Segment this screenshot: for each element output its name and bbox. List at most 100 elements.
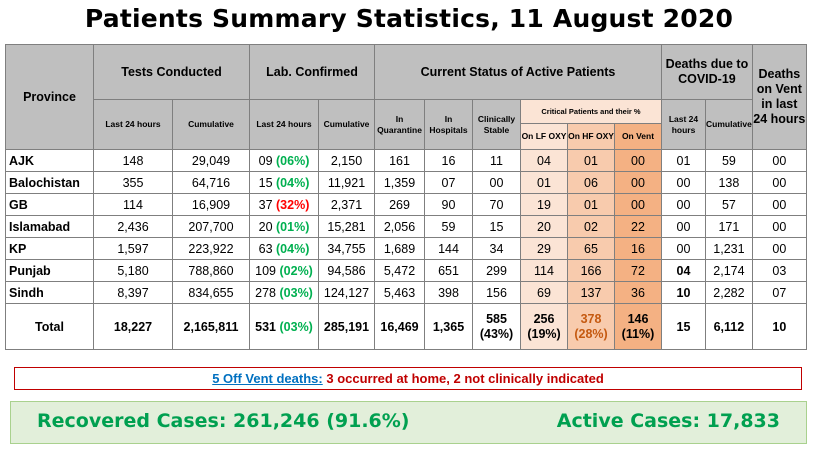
deaths-last24-cell: 00 [661, 193, 706, 216]
total-quarantine: 16,469 [374, 303, 425, 350]
header-row-3: On LF OXY On HF OXY On Vent [6, 123, 807, 150]
vent-deaths-cell: 00 [751, 149, 807, 172]
deaths-cumulative-cell: 2,174 [705, 259, 753, 282]
lab-confirmed-header: Lab. Confirmed [249, 44, 375, 100]
lab-last24-cell: 20 (01%) [249, 215, 319, 238]
quarantine-cell: 161 [374, 149, 425, 172]
province-name: AJK [5, 149, 94, 172]
tests-cumulative-cell: 16,909 [172, 193, 250, 216]
hf-oxy-cell: 137 [567, 281, 615, 304]
lf-oxy-cell: 04 [520, 149, 568, 172]
total-lab-last24: 531 (03%) [249, 303, 319, 350]
hospitals-cell: 90 [424, 193, 473, 216]
lab-cumulative-cell: 2,150 [318, 149, 375, 172]
active-status-header: Current Status of Active Patients [374, 44, 662, 100]
table-row: Balochistan 355 64,716 15 (04%) 11,921 1… [5, 171, 807, 194]
header-row-2: Last 24 hours Cumulative Last 24 hours C… [6, 99, 807, 150]
deaths-cumulative-header: Cumulative [705, 99, 753, 150]
total-on-vent: 146 (11%) [614, 303, 662, 350]
stable-cell: 11 [472, 149, 521, 172]
vent-deaths-cell: 00 [751, 237, 807, 260]
total-deaths-cumulative: 6,112 [705, 303, 753, 350]
on-vent-cell: 00 [614, 193, 662, 216]
active-cases: Active Cases: 17,833 [556, 410, 780, 432]
province-name: Sindh [5, 281, 94, 304]
deaths-cumulative-cell: 2,282 [705, 281, 753, 304]
tests-cumulative-cell: 788,860 [172, 259, 250, 282]
province-name: Islamabad [5, 215, 94, 238]
deaths-last24-cell: 00 [661, 215, 706, 238]
on-vent-cell: 00 [614, 149, 662, 172]
lab-cumulative-cell: 34,755 [318, 237, 375, 260]
on-vent-header: On Vent [614, 123, 662, 150]
quarantine-cell: 1,359 [374, 171, 425, 194]
deaths-last24-cell: 00 [661, 237, 706, 260]
table-row: Punjab 5,180 788,860 109 (02%) 94,586 5,… [5, 259, 807, 282]
total-hf-oxy: 378 (28%) [567, 303, 615, 350]
recovered-cases: Recovered Cases: 261,246 (91.6%) [37, 410, 410, 432]
quarantine-cell: 269 [374, 193, 425, 216]
hf-oxy-cell: 06 [567, 171, 615, 194]
total-deaths-last24: 15 [661, 303, 706, 350]
quarantine-cell: 2,056 [374, 215, 425, 238]
on-vent-cell: 72 [614, 259, 662, 282]
hf-oxy-cell: 02 [567, 215, 615, 238]
total-lf-oxy: 256 (19%) [520, 303, 568, 350]
total-tests-last24: 18,227 [93, 303, 173, 350]
total-lab-cumulative: 285,191 [318, 303, 375, 350]
tests-last24-cell: 1,597 [93, 237, 173, 260]
vent-deaths-cell: 03 [751, 259, 807, 282]
hospitals-cell: 16 [424, 149, 473, 172]
hospitals-cell: 07 [424, 171, 473, 194]
table-row: Islamabad 2,436 207,700 20 (01%) 15,281 … [5, 215, 807, 238]
deaths-cumulative-cell: 171 [705, 215, 753, 238]
vent-deaths-cell: 00 [751, 193, 807, 216]
tests-last24-cell: 5,180 [93, 259, 173, 282]
vent-deaths-cell: 00 [751, 171, 807, 194]
deaths-cumulative-cell: 138 [705, 171, 753, 194]
lab-percent: (01%) [276, 219, 310, 234]
province-name: Balochistan [5, 171, 94, 194]
lab-cumulative-cell: 2,371 [318, 193, 375, 216]
table-row: AJK 148 29,049 09 (06%) 2,150 161 16 11 … [5, 149, 807, 172]
lab-cumulative-cell: 94,586 [318, 259, 375, 282]
quarantine-cell: 1,689 [374, 237, 425, 260]
deaths-last24-cell: 10 [661, 281, 706, 304]
tests-last24-cell: 8,397 [93, 281, 173, 304]
deaths-cumulative-cell: 1,231 [705, 237, 753, 260]
lab-last24-cell: 15 (04%) [249, 171, 319, 194]
total-hospitals: 1,365 [424, 303, 473, 350]
deaths-header: Deaths due to COVID-19 [661, 44, 753, 100]
tests-last24-cell: 355 [93, 171, 173, 194]
off-vent-deaths-link[interactable]: 5 Off Vent deaths: [212, 371, 323, 386]
quarantine-cell: 5,472 [374, 259, 425, 282]
tests-last24-cell: 114 [93, 193, 173, 216]
page-title: Patients Summary Statistics, 11 August 2… [84, 4, 734, 33]
on-vent-cell: 22 [614, 215, 662, 238]
hf-oxy-cell: 65 [567, 237, 615, 260]
vent-deaths-cell: 07 [751, 281, 807, 304]
hospitals-cell: 59 [424, 215, 473, 238]
stable-cell: 15 [472, 215, 521, 238]
tests-cumulative-cell: 64,716 [172, 171, 250, 194]
province-name: KP [5, 237, 94, 260]
total-vent-deaths: 10 [751, 303, 807, 350]
tests-cumulative-cell: 834,655 [172, 281, 250, 304]
hf-oxy-cell: 166 [567, 259, 615, 282]
total-lab-percent: (03%) [279, 319, 313, 334]
lf-oxy-cell: 114 [520, 259, 568, 282]
hf-oxy-cell: 01 [567, 149, 615, 172]
lab-cumulative-cell: 124,127 [318, 281, 375, 304]
province-name: GB [5, 193, 94, 216]
hf-oxy-cell: 01 [567, 193, 615, 216]
deaths-cumulative-cell: 59 [705, 149, 753, 172]
lab-percent: (06%) [276, 153, 310, 168]
on-vent-cell: 16 [614, 237, 662, 260]
tests-cumulative-cell: 207,700 [172, 215, 250, 238]
lab-percent: (32%) [276, 197, 310, 212]
deaths-cumulative-cell: 57 [705, 193, 753, 216]
lf-oxy-cell: 19 [520, 193, 568, 216]
statistics-table: Province Tests Conducted Lab. Confirmed … [5, 44, 807, 350]
deaths-last24-cell: 00 [661, 171, 706, 194]
tests-last24-header: Last 24 hours [93, 99, 173, 150]
